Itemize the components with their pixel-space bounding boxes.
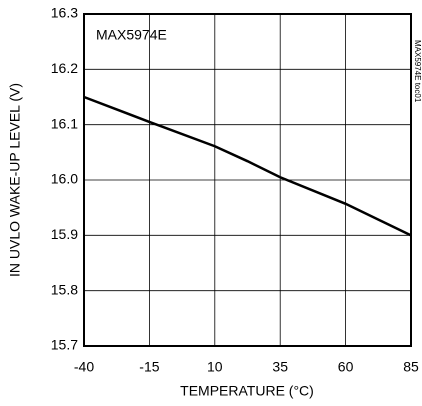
x-axis-label: TEMPERATURE (°C) [180, 383, 314, 399]
data-line [83, 95, 412, 237]
x-tick-label: -40 [74, 359, 94, 375]
y-tick-label: 15.8 [51, 281, 78, 297]
x-tick-label: -15 [139, 359, 159, 375]
y-axis-label: IN UVLO WAKE-UP LEVEL (V) [7, 83, 23, 277]
x-tick-label: 60 [338, 359, 354, 375]
x-tick-label: 35 [272, 359, 288, 375]
plot-frame [83, 13, 412, 347]
y-tick-label: 16.3 [51, 5, 78, 21]
x-tick-label: 10 [207, 359, 223, 375]
y-tick-label: 16.0 [51, 171, 78, 187]
annotation: MAX5974E [96, 27, 167, 43]
y-tick-label: 16.1 [51, 115, 78, 131]
y-tick-label: 15.7 [51, 337, 78, 353]
x-tick-label: 85 [403, 359, 419, 375]
figure-code: MAX5974E toc01 [413, 40, 422, 103]
y-tick-label: 15.9 [51, 226, 78, 242]
y-tick-label: 16.2 [51, 60, 78, 76]
